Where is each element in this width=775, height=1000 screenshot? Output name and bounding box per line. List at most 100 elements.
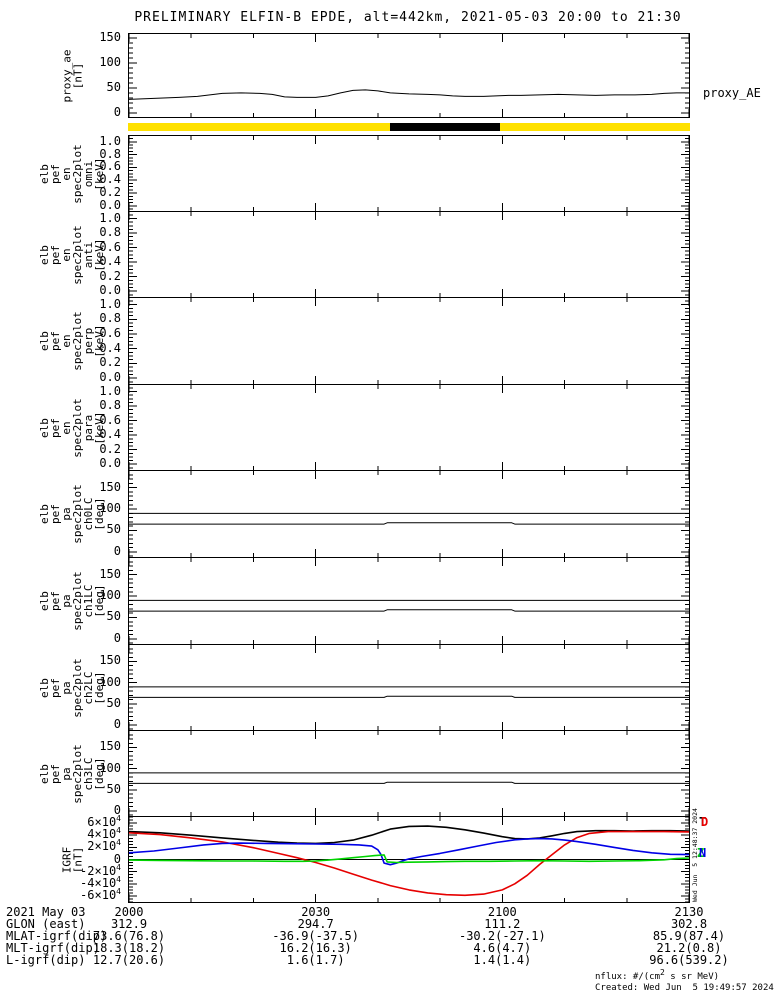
panel-en_para [128,384,690,471]
en_perp-ytick-label: 0.4 [99,340,121,355]
pa_ch1-plot-area [129,558,689,644]
en_omni-ytick-label: 0.6 [99,159,121,174]
panel-igrf [128,816,690,903]
annotation-value: 1.6(1.7) [286,953,345,967]
pa_ch1-ytick-label: 100 [99,588,121,603]
pa_ch2-ytick-label: 0 [113,716,121,731]
pa_ch0-ytick-label: 150 [99,479,121,494]
proxy-ae-right-label: proxy_AE [703,86,761,100]
annotation-value: -36.9(-37.5) [272,929,359,943]
igrf-series-D [129,830,689,897]
en_omni-ytick-label: 0.0 [99,197,121,212]
y-ticks [129,734,689,816]
x-ticks [129,212,689,297]
pa_ch1-ytick-label: 0 [113,630,121,645]
en_perp-ytick-label: 0.2 [99,355,121,370]
igrf-legend-D: D [701,815,709,829]
en_para-ytick-label: 0.0 [99,456,121,471]
y-ticks [129,300,689,383]
pa_ch3-ytick-label: 150 [99,739,121,754]
proxy-ytick-label: 150 [99,30,121,45]
annotation-value: 111.2 [484,917,521,931]
pa_ch3-ytick-label: 100 [99,760,121,775]
igrf-series-N [129,837,689,866]
en_omni-ytick-label: 0.8 [99,146,121,161]
annotation-value: 85.9(87.4) [652,929,726,943]
panel-en_anti [128,211,690,298]
proxy-ytick-label: 50 [106,79,121,94]
x-ticks [129,471,689,557]
en_para-ytick-label: 0.8 [99,398,121,413]
proxy-series-proxy_AE [129,89,689,100]
igrf-ytick-label: 2×104 [87,838,121,854]
pa_ch0-series-loss-cone-line [129,522,689,525]
annotation-row-label: L-igrf(dip) [6,953,86,967]
pa_ch3-ytick-label: 0 [113,802,121,817]
pa_ch0-plot-area [129,471,689,557]
annotation-value: 2100 [487,905,517,919]
en_omni-ytick-label: 0.4 [99,172,121,187]
annotation-value: 2030 [301,905,331,919]
annotation-row-label: 2021 May 03 [6,905,86,919]
en_para-ytick-label: 0.4 [99,427,121,442]
annotation-value: 294.7 [297,917,334,931]
igrf-series-Z [129,854,689,864]
igrf-ytick-label: 0 [113,851,121,866]
annotation-value: 96.6(539.2) [649,953,729,967]
nflux-units-note: nflux: #/(cm2 s sr MeV) [595,968,720,983]
en_omni-ytick-label: 1.0 [99,133,121,148]
proxy-ytick-label: 100 [99,55,121,70]
igrf-series-T [129,825,689,845]
plot-title: PRELIMINARY ELFIN-B EPDE, alt=442km, 202… [134,10,682,25]
y-ticks [129,817,689,902]
x-ticks [129,645,689,730]
pa_ch3-plot-area [129,731,689,816]
igrf-ytick-label: -4×104 [80,874,121,890]
pa_ch0-ytick-label: 0 [113,543,121,558]
en_perp-ytick-label: 0.0 [99,370,121,385]
en_omni-ytick-label: 0.2 [99,185,121,200]
x-ticks [129,385,689,470]
y-ticks [129,648,689,730]
pa_ch0-ytick-label: 50 [106,522,121,537]
igrf-ytick-label: 6×104 [87,814,121,830]
en_perp-ytick-label: 0.8 [99,311,121,326]
annotation-value: 12.7(20.6) [92,953,166,967]
en_anti-ytick-label: 0.0 [99,283,121,298]
en_para-ytick-label: 0.2 [99,441,121,456]
panel-pa_ch2 [128,644,690,731]
annotation-value: 21.2(0.8) [656,941,722,955]
en_anti-ytick-label: 0.8 [99,225,121,240]
en_anti-ytick-label: 1.0 [99,210,121,225]
en_perp-plot-area [129,298,689,384]
pa_ch2-ytick-label: 100 [99,674,121,689]
science-zone-bar [128,123,690,131]
en_omni-plot-area [129,136,689,211]
pa_ch2-plot-area [129,645,689,730]
en_anti-ytick-label: 0.4 [99,254,121,269]
y-ticks [129,37,689,114]
pa_ch1-ytick-label: 50 [106,609,121,624]
proxy-ytick-label: 0 [113,104,121,119]
annotation-value: 73.6(76.8) [92,929,166,943]
panel-en_perp [128,297,690,385]
y-ticks [129,561,689,644]
annotation-row-label: MLT-igrf(dip) [6,941,100,955]
proxy-plot-area [129,34,689,117]
annotation-value: 18.3(18.2) [92,941,166,955]
science-zone-segment [389,123,501,131]
y-ticks [129,138,689,210]
y-ticks [129,474,689,557]
annotation-value: 2130 [674,905,704,919]
annotation-value: 4.6(4.7) [473,941,532,955]
panel-en_omni [128,135,690,212]
en_anti-ytick-label: 0.2 [99,268,121,283]
pa_ch2-series-loss-cone-line [129,695,689,698]
pa_ch3-ytick-label: 50 [106,781,121,796]
annotation-value: -30.2(-27.1) [458,929,546,943]
panel-pa_ch1 [128,557,690,645]
x-ticks [129,731,689,816]
x-ticks [129,136,689,211]
igrf-legend-Z: Z [697,846,705,860]
